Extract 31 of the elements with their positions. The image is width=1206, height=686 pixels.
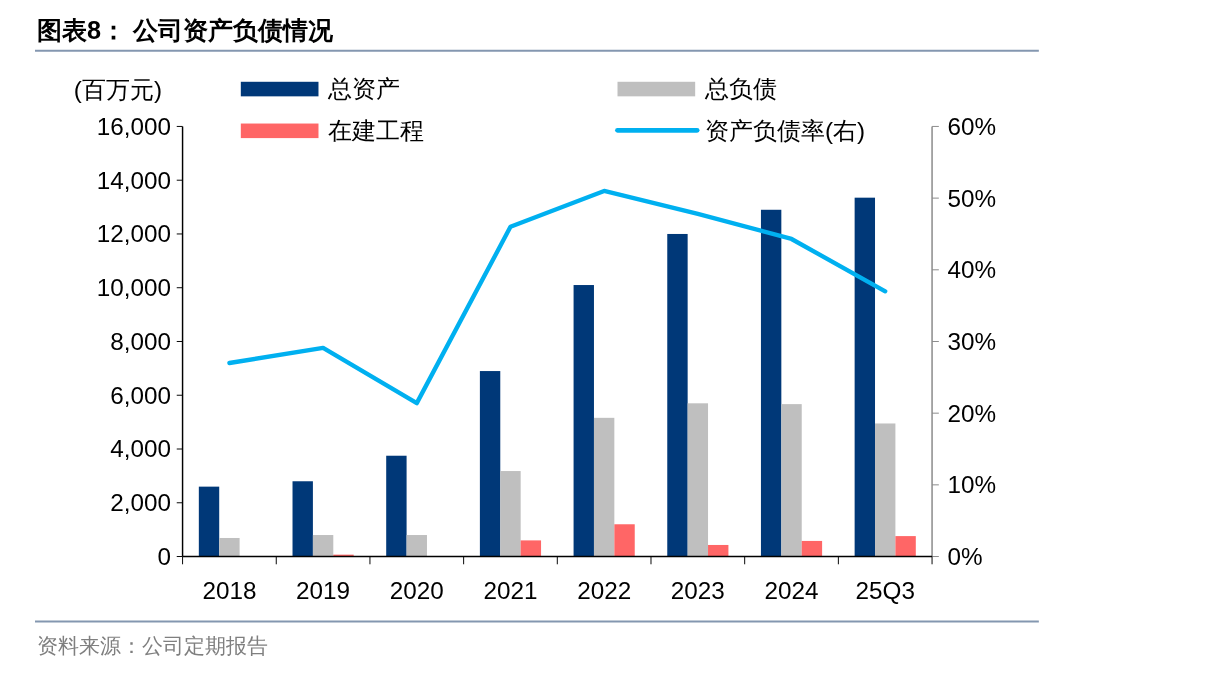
legend-label: 资产负债率(右) <box>704 117 866 145</box>
x-tick-label: 2022 <box>577 577 632 605</box>
y-tick-label: 0 <box>157 543 171 571</box>
y-axis-title: (百万元) <box>73 76 162 104</box>
y-tick-label: 16,000 <box>96 112 171 140</box>
y2-tick-label: 0% <box>947 543 983 571</box>
x-tick-label: 2019 <box>296 577 351 605</box>
y2-tick-label: 10% <box>947 471 997 499</box>
x-tick-label: 2021 <box>483 577 538 605</box>
text: 资料来源：公司定期报告 <box>36 633 268 658</box>
y-tick-label: 8,000 <box>110 327 171 355</box>
y2-tick-label: 20% <box>947 399 997 427</box>
x-tick-label: 2020 <box>389 577 444 605</box>
legend-label: 总资产 <box>327 75 401 103</box>
legend-label: 在建工程 <box>328 117 425 145</box>
y-tick-label: 14,000 <box>96 166 171 194</box>
y2-tick-label: 60% <box>947 112 997 140</box>
x-tick-label: 2018 <box>202 577 257 605</box>
y-tick-label: 6,000 <box>110 381 171 409</box>
y-tick-label: 2,000 <box>110 489 171 517</box>
x-tick-label: 2023 <box>670 577 725 605</box>
y2-tick-label: 40% <box>947 256 997 284</box>
y2-tick-label: 30% <box>947 327 997 355</box>
x-tick-label: 2024 <box>764 577 819 605</box>
chart-title: 图表8： 公司资产负债情况 <box>36 16 334 45</box>
y-tick-label: 4,000 <box>110 435 171 463</box>
x-tick-label: 25Q3 <box>855 577 915 605</box>
legend-label: 总负债 <box>703 75 777 103</box>
y-tick-label: 10,000 <box>96 274 171 302</box>
y-tick-label: 12,000 <box>96 220 171 248</box>
y2-tick-label: 50% <box>947 184 997 212</box>
